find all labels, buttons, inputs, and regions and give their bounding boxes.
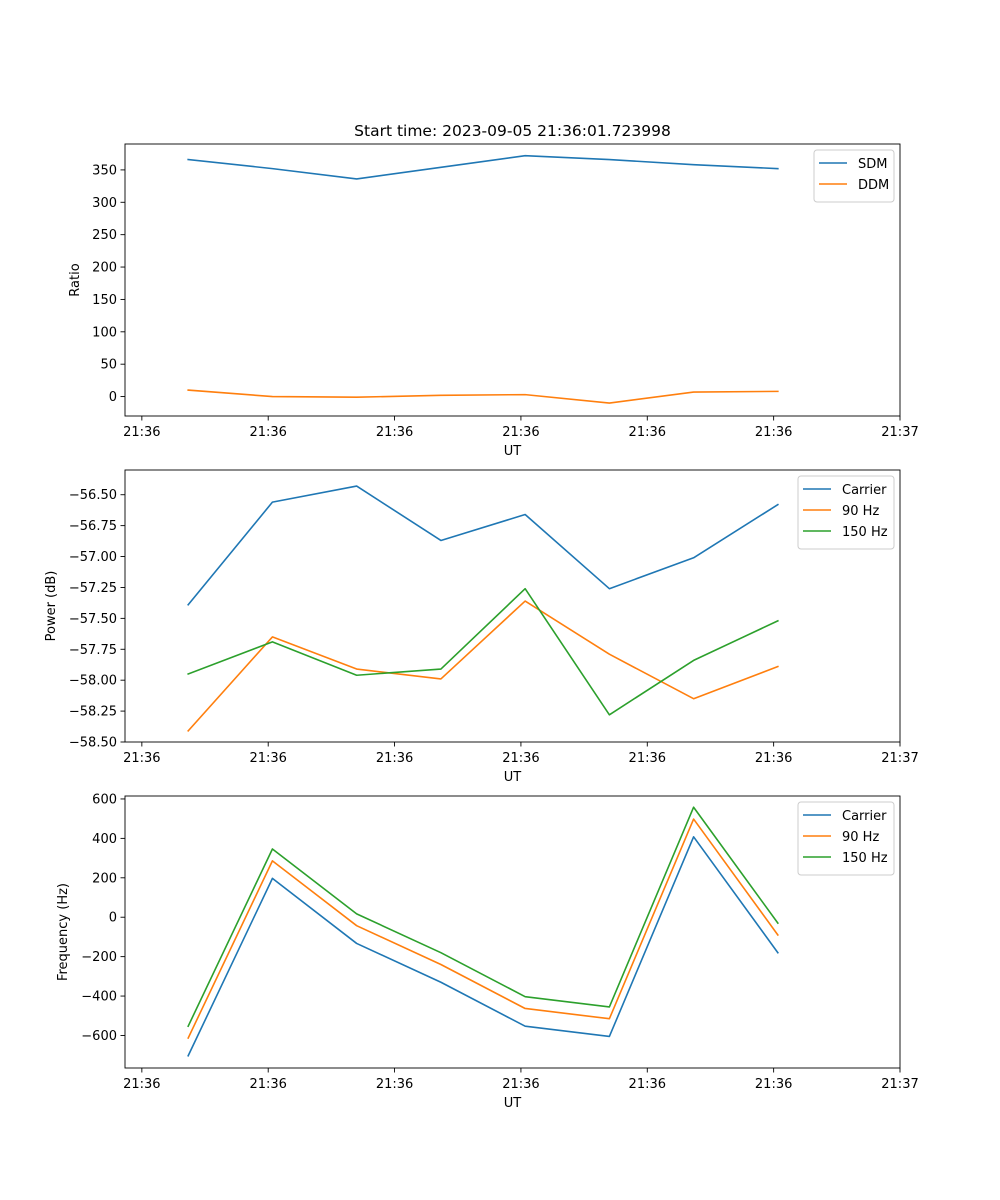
y-axis-label: Ratio [68,263,83,296]
series-line-90-hz [187,818,779,1040]
legend-label: 90 Hz [842,504,879,519]
y-tick-label: −58.00 [69,674,117,689]
x-tick-label: 21:36 [376,751,413,766]
axes-frame [124,469,901,743]
series-line-ddm [187,389,779,404]
x-tick-label: 21:36 [502,1077,539,1092]
x-tick-label: 21:37 [881,1077,918,1092]
x-tick-label: 21:37 [881,751,918,766]
x-tick-label: 21:36 [755,425,792,440]
y-tick-label: −56.75 [69,519,117,534]
x-tick-label: 21:36 [123,425,160,440]
y-tick-label: 100 [92,325,117,340]
y-tick-label: 400 [92,832,117,847]
x-axis-label: UT [504,1096,522,1111]
y-axis-label: Frequency (Hz) [56,883,71,981]
x-tick-label: 21:36 [249,751,286,766]
legend-label: DDM [858,178,889,193]
y-tick-label: −58.25 [69,705,117,720]
y-tick-label: 150 [92,293,117,308]
x-tick-label: 21:36 [502,425,539,440]
x-tick-label: 21:36 [123,1077,160,1092]
y-tick-label: 200 [92,261,117,276]
legend-label: SDM [858,157,887,172]
y-tick-label: 350 [92,163,117,178]
y-tick-label: −58.50 [69,736,117,751]
legend-label: 150 Hz [842,851,888,866]
axes-frame [124,795,901,1069]
x-tick-label: 21:36 [755,1077,792,1092]
y-tick-label: −57.25 [69,581,117,596]
x-tick-label: 21:36 [249,425,286,440]
panels: 21:36 21:36 21:36 21:36 21:36 21:36 21:37 0 50 10… [44,143,919,1111]
x-tick-label: 21:36 [249,1077,286,1092]
x-tick-label: 21:36 [755,751,792,766]
x-tick-label: 21:36 [629,425,666,440]
legend-label: 150 Hz [842,525,888,540]
y-tick-label: −600 [81,1029,117,1044]
legend-label: 90 Hz [842,830,879,845]
y-tick-label: 50 [100,358,117,373]
x-tick-label: 21:36 [376,425,413,440]
legend-label: Carrier [842,483,887,498]
series-line-carrier [187,485,779,606]
x-tick-label: 21:36 [123,751,160,766]
chart-title: Start time: 2023-09-05 21:36:01.723998 [354,122,671,140]
y-tick-label: −56.50 [69,488,117,503]
x-axis-label: UT [504,444,522,459]
y-tick-label: 250 [92,228,117,243]
series-line-150-hz [187,587,779,716]
y-tick-label: 0 [109,911,117,926]
y-tick-label: −57.75 [69,643,117,658]
series-line-carrier [187,835,779,1057]
x-tick-label: 21:36 [629,1077,666,1092]
y-tick-label: −200 [81,950,117,965]
y-tick-label: −400 [81,990,117,1005]
x-tick-label: 21:36 [629,751,666,766]
x-axis-label: UT [504,770,522,785]
x-tick-label: 21:37 [881,425,918,440]
y-tick-label: −57.50 [69,612,117,627]
chart-panel-2: 21:36 21:36 21:36 21:36 21:36 21:36 21:37 −58.5… [44,469,919,785]
y-tick-label: 0 [109,390,117,405]
chart-panel-1: 21:36 21:36 21:36 21:36 21:36 21:36 21:37 0 50 10… [68,143,919,459]
legend: Carrier 90 Hz 150 Hz [797,801,895,876]
series-line-sdm [187,154,779,180]
y-tick-label: 600 [92,792,117,807]
y-tick-label: 300 [92,196,117,211]
legend: Carrier 90 Hz 150 Hz [797,475,895,550]
y-tick-label: −57.00 [69,550,117,565]
legend-label: Carrier [842,809,887,824]
series-line-150-hz [187,806,779,1028]
y-tick-label: 200 [92,871,117,886]
axes-frame [124,143,901,417]
legend: SDM DDM [813,149,895,203]
x-tick-label: 21:36 [502,751,539,766]
x-tick-label: 21:36 [376,1077,413,1092]
y-axis-label: Power (dB) [44,571,59,642]
series-line-90-hz [187,600,779,732]
chart-panel-3: 21:36 21:36 21:36 21:36 21:36 21:36 21:37 −600 −… [56,792,919,1111]
